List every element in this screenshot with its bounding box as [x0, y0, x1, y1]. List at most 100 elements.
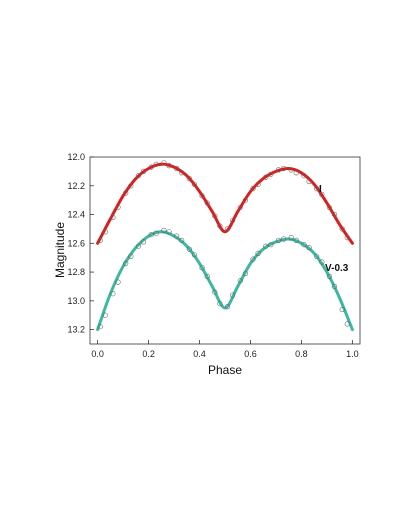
- series-v-point: [204, 273, 210, 280]
- series-v-point: [319, 259, 325, 265]
- series-v-point: [242, 270, 248, 277]
- series-v-point: [174, 233, 180, 239]
- series-v-point: [135, 243, 141, 249]
- series-v-point: [217, 301, 223, 307]
- series-i-point: [326, 204, 333, 210]
- series-i-point: [115, 204, 121, 210]
- series-i-point: [242, 197, 248, 203]
- series-i-point: [153, 161, 159, 167]
- series-v-point: [306, 245, 312, 251]
- series-v-point: [293, 237, 299, 243]
- series-i-point: [224, 226, 231, 232]
- series-i-point: [148, 164, 154, 170]
- series-i-point: [102, 229, 108, 235]
- series-v-point: [331, 283, 338, 290]
- x-tick-label: 0.2: [142, 349, 155, 359]
- series-v-point: [326, 273, 333, 280]
- series-layer: [96, 160, 354, 332]
- series-label-v: V-0.3: [325, 263, 349, 274]
- series-i-point: [123, 190, 129, 196]
- series-i-point: [263, 174, 269, 180]
- y-tick-label: 12.8: [67, 267, 85, 277]
- series-i-point: [174, 165, 180, 172]
- series-v-point: [339, 306, 345, 313]
- series-v-point: [115, 279, 121, 285]
- series-i-point: [110, 214, 116, 220]
- series-v-point: [191, 252, 197, 258]
- series-i-point: [166, 163, 172, 169]
- series-i-point: [339, 226, 345, 232]
- series-i-point: [199, 193, 205, 199]
- y-tick-label: 13.2: [67, 325, 85, 335]
- x-tick-label: 1.0: [346, 349, 359, 359]
- series-i-point: [331, 211, 338, 218]
- x-axis: 0.0 0.2 0.4 0.6 0.8 1.0: [91, 340, 359, 359]
- series-v-point: [281, 236, 287, 242]
- series-v-point: [237, 278, 243, 284]
- series-v-point: [212, 289, 218, 295]
- series-i-point: [314, 186, 320, 192]
- series-v-point: [128, 253, 134, 259]
- series-i-point: [217, 223, 223, 229]
- series-label-i: I: [319, 184, 322, 195]
- series-v-point: [179, 237, 185, 243]
- x-tick-label: 0.6: [244, 349, 257, 359]
- series-i-point: [179, 170, 185, 176]
- series-v-point: [199, 265, 205, 271]
- x-tick-label: 0.8: [295, 349, 308, 359]
- series-v-point: [250, 256, 256, 262]
- series-i-point: [293, 170, 299, 176]
- series-group: [96, 227, 354, 332]
- series-i-point: [319, 191, 325, 197]
- series-i-point: [268, 171, 274, 177]
- series-i-point: [230, 217, 236, 223]
- series-v-point: [288, 235, 294, 241]
- series-v-point: [123, 260, 129, 267]
- series-v-point: [263, 243, 269, 249]
- plot-frame: [89, 156, 361, 345]
- series-v-point: [140, 239, 147, 245]
- series-v-point: [268, 242, 274, 248]
- series-v-point: [224, 304, 231, 310]
- y-tick-label: 13.0: [67, 296, 85, 306]
- series-i-point: [191, 181, 197, 187]
- series-i-point: [128, 183, 134, 189]
- series-group: [96, 160, 354, 245]
- series-i-point: [204, 200, 210, 206]
- series-i-point: [186, 176, 192, 182]
- series-i-point: [250, 186, 256, 192]
- series-v-point: [314, 253, 320, 259]
- series-i-point: [301, 173, 307, 179]
- series-v-point: [186, 246, 192, 252]
- series-i-point: [255, 181, 261, 187]
- series-i-point: [288, 167, 294, 173]
- series-i-point: [97, 237, 103, 243]
- x-tick-label: 0.0: [91, 349, 104, 359]
- series-i-point: [281, 165, 287, 172]
- series-v-point: [153, 230, 159, 236]
- series-v-point: [301, 242, 307, 248]
- y-tick-label: 12.0: [67, 152, 85, 162]
- series-i-point: [344, 235, 350, 241]
- series-i-point: [306, 178, 312, 185]
- series-i-point: [161, 160, 167, 166]
- series-i-point: [237, 204, 243, 210]
- series-i-point: [135, 173, 141, 179]
- series-v-point: [102, 312, 108, 318]
- series-v-point: [97, 324, 103, 330]
- y-axis-label: Magnitude: [53, 222, 67, 278]
- y-tick-label: 12.2: [67, 181, 85, 191]
- y-axis: 12.0 12.2 12.4 12.6 12.8 13.0 13.2: [67, 152, 94, 335]
- series-v-point: [230, 292, 236, 298]
- series-v-point: [344, 321, 350, 327]
- series-v-point: [148, 232, 154, 238]
- series-v-point: [110, 291, 116, 297]
- y-tick-label: 12.4: [67, 210, 85, 220]
- x-axis-label: Phase: [208, 363, 242, 377]
- series-i-point: [212, 213, 218, 219]
- x-tick-label: 0.4: [193, 349, 206, 359]
- series-v-point: [275, 237, 282, 243]
- series-i-model-line: [96, 162, 354, 245]
- series-v-point: [166, 229, 172, 235]
